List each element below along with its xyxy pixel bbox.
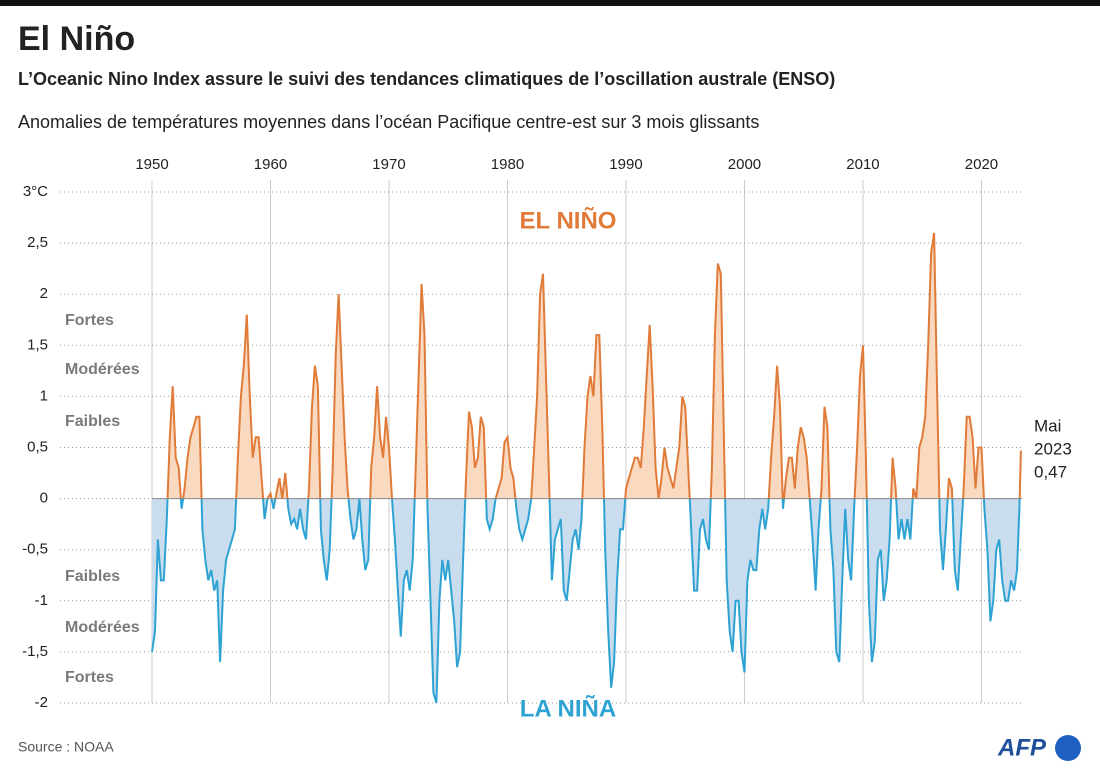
strength-label: Fortes <box>65 669 114 686</box>
strength-label: Modérées <box>65 619 140 636</box>
end-label: 2023 <box>1034 439 1072 458</box>
x-tick-label: 1980 <box>491 156 524 173</box>
x-tick-label: 2010 <box>846 156 879 173</box>
y-tick-label: 2,5 <box>27 234 48 251</box>
y-tick-label: 3°C <box>23 183 48 200</box>
line-negative <box>151 498 1021 704</box>
logo: AFP <box>997 734 1047 761</box>
chart-description: Anomalies de températures moyennes dans … <box>18 112 759 132</box>
x-tick-label: 1990 <box>609 156 642 173</box>
y-tick-label: 1 <box>40 387 48 404</box>
y-tick-label: 0 <box>40 490 48 507</box>
y-tick-label: 2 <box>40 285 48 302</box>
y-tick-label: -2 <box>35 694 48 711</box>
end-label: Mai <box>1034 416 1061 435</box>
x-tick-label: 1950 <box>135 156 168 173</box>
strength-label: Fortes <box>65 312 114 329</box>
area-positive <box>152 232 1021 499</box>
y-tick-label: 1,5 <box>27 336 48 353</box>
x-tick-label: 2020 <box>965 156 998 173</box>
strength-label: Modérées <box>65 361 140 378</box>
strength-label: Faibles <box>65 413 120 430</box>
annotation: EL NIÑO <box>520 206 617 234</box>
y-tick-label: -1 <box>35 592 48 609</box>
top-bar <box>0 0 1100 6</box>
annotation: LA NIÑA <box>520 694 616 722</box>
y-tick-label: 0,5 <box>27 438 48 455</box>
strength-label: Faibles <box>65 568 120 585</box>
line-positive <box>166 232 1022 499</box>
y-tick-label: -1,5 <box>22 643 48 660</box>
logo-dot <box>1055 735 1081 761</box>
source: Source : NOAA <box>18 739 114 755</box>
x-tick-label: 2000 <box>728 156 761 173</box>
y-tick-label: -0,5 <box>22 541 48 558</box>
chart-title: El Niño <box>18 20 135 58</box>
x-tick-label: 1960 <box>254 156 287 173</box>
value-label: 0,47 <box>1034 462 1067 481</box>
chart-subtitle: L’Oceanic Nino Index assure le suivi des… <box>18 69 835 89</box>
x-tick-label: 1970 <box>372 156 405 173</box>
